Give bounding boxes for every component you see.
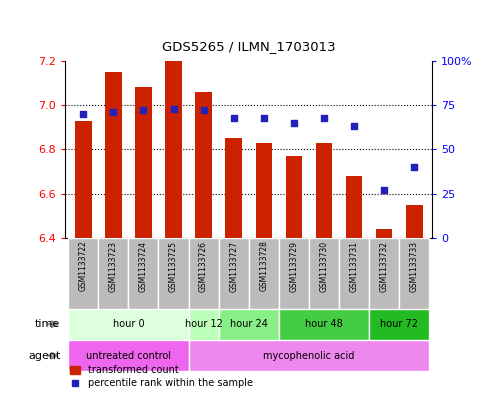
Bar (339, 238, 369, 309)
Bar (165, 61, 182, 238)
Text: GSM1133723: GSM1133723 (109, 241, 118, 292)
Bar (256, 143, 272, 238)
Text: agent: agent (28, 351, 60, 361)
Text: GSM1133727: GSM1133727 (229, 241, 238, 292)
Point (411, 164, 418, 170)
Legend: transformed count, percentile rank within the sample: transformed count, percentile rank withi… (70, 365, 253, 388)
Point (290, 119, 298, 126)
Point (380, 187, 388, 193)
Bar (309, 238, 339, 309)
Text: GSM1133728: GSM1133728 (259, 241, 268, 292)
Bar (195, 92, 212, 238)
Text: hour 24: hour 24 (230, 319, 268, 329)
Text: hour 12: hour 12 (185, 319, 223, 329)
Bar (128, 238, 158, 309)
Text: untreated control: untreated control (86, 351, 171, 361)
Bar (279, 309, 369, 340)
Bar (279, 238, 309, 309)
Text: GSM1133730: GSM1133730 (319, 241, 328, 292)
Bar (219, 238, 249, 309)
Point (79, 111, 87, 117)
Bar (219, 309, 279, 340)
Text: hour 48: hour 48 (305, 319, 343, 329)
Text: hour 72: hour 72 (380, 319, 418, 329)
Text: GDS5265 / ILMN_1703013: GDS5265 / ILMN_1703013 (162, 40, 336, 53)
Bar (188, 238, 219, 309)
Bar (249, 238, 279, 309)
Bar (135, 87, 152, 238)
Bar (226, 138, 242, 238)
Text: GSM1133731: GSM1133731 (350, 241, 358, 292)
Bar (406, 205, 423, 238)
Bar (369, 309, 429, 340)
Text: GSM1133725: GSM1133725 (169, 241, 178, 292)
Bar (316, 143, 332, 238)
Bar (346, 176, 362, 238)
Text: GSM1133729: GSM1133729 (289, 241, 298, 292)
Bar (105, 72, 122, 238)
Bar (369, 238, 399, 309)
Bar (158, 238, 188, 309)
Bar (99, 238, 128, 309)
Text: GSM1133733: GSM1133733 (410, 241, 419, 292)
Text: GSM1133722: GSM1133722 (79, 241, 88, 292)
Point (200, 107, 208, 114)
Bar (188, 309, 219, 340)
Bar (68, 340, 188, 371)
Point (260, 114, 268, 121)
Text: hour 0: hour 0 (113, 319, 144, 329)
Bar (399, 238, 429, 309)
Text: GSM1133724: GSM1133724 (139, 241, 148, 292)
Bar (376, 229, 392, 238)
Point (140, 107, 147, 114)
Point (230, 114, 238, 121)
Point (110, 109, 117, 116)
Bar (75, 121, 92, 238)
Bar (188, 340, 429, 371)
Text: time: time (35, 319, 60, 329)
Bar (68, 309, 188, 340)
Text: mycophenolic acid: mycophenolic acid (263, 351, 355, 361)
Point (170, 105, 177, 112)
Bar (285, 156, 302, 238)
Text: GSM1133732: GSM1133732 (380, 241, 389, 292)
Bar (68, 238, 99, 309)
Point (350, 123, 358, 129)
Point (320, 114, 328, 121)
Text: GSM1133726: GSM1133726 (199, 241, 208, 292)
